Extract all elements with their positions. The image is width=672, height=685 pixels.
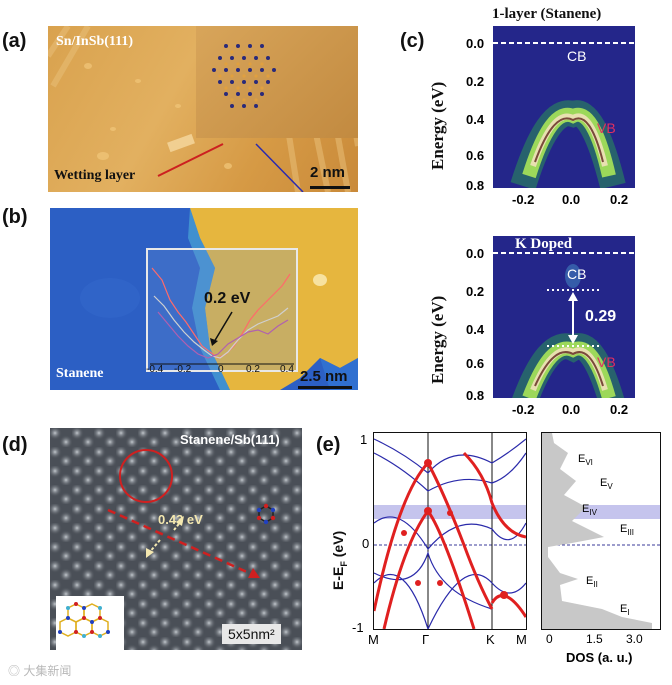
panel-label-d: (d) bbox=[2, 434, 28, 456]
sts-inset-b: 0.2 eV bbox=[146, 248, 298, 372]
stm-image-a: Sn/InSb(111) Wetting layer 2 nm bbox=[48, 26, 358, 192]
kpoint-3: M bbox=[516, 632, 527, 647]
ytick-c-bot-3: 0.6 bbox=[466, 356, 485, 371]
band-plot-e bbox=[374, 433, 526, 629]
level-E3: EIII bbox=[620, 523, 634, 537]
ytick-c-top-3: 0.6 bbox=[466, 148, 485, 163]
dos-tick-2: 3.0 bbox=[626, 632, 643, 646]
arpes-top: CB VB bbox=[493, 26, 635, 188]
dos-tick-1: 1.5 bbox=[586, 632, 603, 646]
stm-image-d: Stanene/Sb(111) 0.43 eV 5x5nm² bbox=[50, 428, 302, 650]
vb-label-bottom: VB bbox=[597, 354, 616, 370]
ytick-c-bot-2: 0.4 bbox=[466, 322, 485, 337]
level-E5-main: E bbox=[600, 477, 608, 489]
honeycomb-structure-d bbox=[58, 602, 110, 638]
gap-label-d: 0.43 eV bbox=[158, 512, 203, 527]
panel-label-b: (b) bbox=[2, 206, 28, 228]
level-E1-main: E bbox=[620, 603, 628, 615]
title-c: 1-layer (Stanene) bbox=[492, 6, 602, 22]
scale-bar-b bbox=[298, 386, 352, 389]
dos-xlabel: DOS (a. u.) bbox=[566, 650, 633, 665]
level-E5: EV bbox=[600, 477, 613, 491]
ylabel-e-unit: (eV) bbox=[330, 530, 346, 562]
xtick-c-top-0: -0.2 bbox=[512, 192, 535, 207]
ytick-e-0: 1 bbox=[360, 432, 368, 447]
ylabel-e-main: E-E bbox=[330, 566, 346, 590]
dos-tick-0: 0 bbox=[546, 632, 553, 646]
panel-label-c: (c) bbox=[400, 30, 425, 52]
ytick-e-1: 0 bbox=[362, 536, 370, 551]
ytick-c-bot-0: 0.0 bbox=[466, 246, 485, 261]
level-E2-main: E bbox=[586, 575, 594, 587]
cb-label-top: CB bbox=[567, 48, 587, 64]
lattice-dots-a bbox=[212, 44, 276, 108]
kpoint-1: Γ bbox=[422, 632, 430, 647]
ylabel-e-sub: F bbox=[338, 561, 349, 567]
cb-label-bottom: CB bbox=[567, 266, 587, 282]
panel-label-a: (a) bbox=[2, 30, 27, 52]
tick-b-4: 0.4 bbox=[280, 364, 294, 375]
ytick-c-top-4: 0.8 bbox=[466, 178, 485, 193]
vb-label-top: VB bbox=[597, 120, 616, 136]
gap-label-b: 0.2 eV bbox=[204, 290, 251, 307]
tick-b-3: 0.2 bbox=[246, 364, 260, 375]
panel-label-e: (e) bbox=[316, 434, 341, 456]
scale-label-b: 2.5 nm bbox=[300, 368, 348, 385]
level-E1: EI bbox=[620, 603, 630, 617]
level-E3-sub: III bbox=[627, 528, 635, 538]
stanene-label-b: Stanene bbox=[56, 366, 104, 381]
dos-plot-e: EVI EV EIV EIII EII EI bbox=[541, 432, 661, 630]
xtick-c-bot-2: 0.2 bbox=[610, 402, 629, 417]
band-structure-e bbox=[373, 432, 527, 630]
xtick-c-bot-1: 0.0 bbox=[562, 402, 581, 417]
xtick-c-top-2: 0.2 bbox=[610, 192, 629, 207]
watermark: ◎ 大集新闻 bbox=[8, 664, 72, 678]
ytick-c-top-0: 0.0 bbox=[466, 36, 485, 51]
tick-b-2: 0 bbox=[218, 364, 224, 375]
level-E6-sub: VI bbox=[585, 458, 593, 468]
sample-label-d: Stanene/Sb(111) bbox=[180, 432, 280, 447]
arpes-top-plot bbox=[493, 42, 635, 188]
kpoint-2: K bbox=[486, 632, 495, 647]
level-E3-main: E bbox=[620, 523, 628, 535]
ylabel-c-top: Energy (eV) bbox=[428, 81, 447, 170]
scale-label-a: 2 nm bbox=[310, 164, 346, 181]
level-E4-main: E bbox=[582, 503, 590, 515]
sts-curves-b bbox=[150, 267, 294, 365]
wetting-layer-label: Wetting layer bbox=[54, 168, 136, 183]
xtick-c-bot-0: -0.2 bbox=[512, 402, 535, 417]
ylabel-e: E-EF (eV) bbox=[330, 531, 349, 590]
scale-bar-a bbox=[310, 186, 350, 189]
structure-inset-d bbox=[56, 596, 124, 650]
xtick-c-top-1: 0.0 bbox=[562, 192, 581, 207]
level-E2: EII bbox=[586, 575, 598, 589]
arpes-bottom: K Doped CB 0.29 VB bbox=[493, 236, 635, 398]
ylabel-c-bottom: Energy (eV) bbox=[428, 295, 447, 384]
sample-label-a: Sn/InSb(111) bbox=[56, 34, 134, 49]
ytick-c-top-1: 0.2 bbox=[466, 74, 485, 89]
atomic-inset-a bbox=[196, 26, 358, 138]
level-E4: EIV bbox=[582, 503, 597, 517]
ytick-c-bot-4: 0.8 bbox=[466, 388, 485, 403]
dos-curve-e bbox=[542, 433, 660, 629]
ytick-c-top-2: 0.4 bbox=[466, 112, 485, 127]
stm-texture-b bbox=[80, 208, 358, 390]
level-E6-main: E bbox=[578, 453, 586, 465]
tick-b-1: -0.2 bbox=[174, 364, 192, 375]
ytick-e-2: -1 bbox=[352, 620, 364, 635]
scale-label-d: 5x5nm² bbox=[222, 624, 281, 644]
level-E4-sub: IV bbox=[589, 508, 597, 518]
ytick-c-bot-1: 0.2 bbox=[466, 284, 485, 299]
stm-image-b: 0.2 eV -0.4 -0.2 0 0.2 0.4 Stanene 2.5 n… bbox=[50, 208, 358, 390]
k-doped-label: K Doped bbox=[515, 236, 573, 252]
gap-label-c: 0.29 bbox=[585, 308, 617, 325]
level-E6: EVI bbox=[578, 453, 593, 467]
level-E1-sub: I bbox=[627, 608, 630, 618]
tick-b-0: -0.4 bbox=[146, 364, 164, 375]
level-E5-sub: V bbox=[607, 482, 613, 492]
arpes-bottom-plot bbox=[493, 252, 635, 398]
watermark-text: 大集新闻 bbox=[23, 664, 72, 678]
level-E2-sub: II bbox=[593, 580, 598, 590]
kpoint-0: M bbox=[368, 632, 379, 647]
